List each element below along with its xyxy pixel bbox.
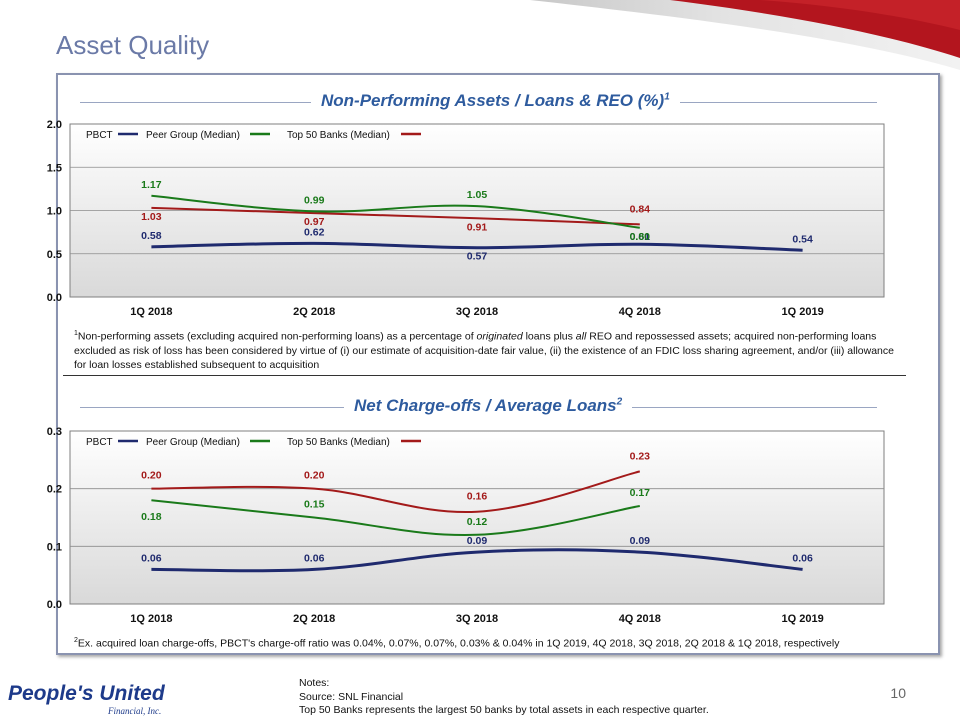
logo-mark: People's United Financial, Inc. [8,682,166,716]
npa-footnote: 1Non-performing assets (excluding acquir… [74,330,894,371]
peoples-united-logo: People's United Financial, Inc. [6,676,166,725]
section-separator [63,375,906,376]
slide-notes: Notes: Source: SNL Financial Top 50 Bank… [299,677,709,718]
notes-top50: Top 50 Banks represents the largest 50 b… [299,704,709,716]
header-swoosh [530,0,960,70]
page-number: 10 [890,685,906,701]
slide-title: Asset Quality [56,30,210,60]
notes-source: Source: SNL Financial [299,690,404,703]
nco-chart-title: Net Charge-offs / Average Loans2 [344,396,633,416]
nco-footnote: 2Ex. acquired loan charge-offs, PBCT's c… [74,637,840,650]
npa-chart-title: Non-Performing Assets / Loans & REO (%)1 [311,91,680,111]
notes-heading: Notes: [299,677,330,689]
svg-text:People's United: People's United [8,682,166,705]
svg-text:Financial, Inc.: Financial, Inc. [107,706,161,716]
